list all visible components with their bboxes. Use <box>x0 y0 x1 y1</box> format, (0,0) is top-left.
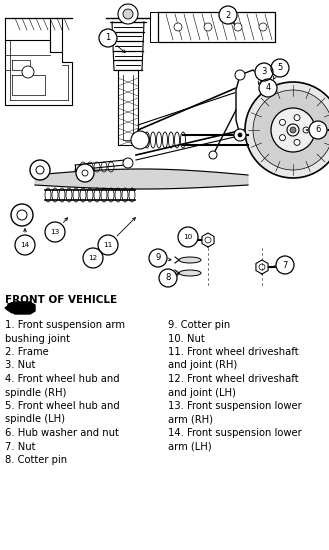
Text: 2: 2 <box>225 10 231 19</box>
Circle shape <box>234 129 246 141</box>
Circle shape <box>245 82 329 178</box>
Circle shape <box>174 23 182 31</box>
Text: arm (LH): arm (LH) <box>168 442 212 452</box>
Text: 14. Front suspension lower: 14. Front suspension lower <box>168 428 302 438</box>
Circle shape <box>303 127 309 133</box>
Circle shape <box>255 63 273 81</box>
Text: 10. Nut: 10. Nut <box>168 333 205 344</box>
Circle shape <box>36 166 44 174</box>
Circle shape <box>14 234 36 256</box>
Circle shape <box>279 119 286 125</box>
Text: 8. Cotter pin: 8. Cotter pin <box>5 455 67 465</box>
Polygon shape <box>202 233 214 247</box>
Polygon shape <box>8 302 35 314</box>
Text: 9. Cotter pin: 9. Cotter pin <box>168 320 230 330</box>
Text: 8: 8 <box>165 273 171 283</box>
Circle shape <box>275 256 294 274</box>
Text: 12. Front wheel driveshaft: 12. Front wheel driveshaft <box>168 374 299 384</box>
Circle shape <box>259 23 267 31</box>
Circle shape <box>290 127 296 133</box>
Circle shape <box>270 58 290 78</box>
Text: and joint (RH): and joint (RH) <box>168 360 237 371</box>
Circle shape <box>234 23 242 31</box>
Polygon shape <box>5 303 12 313</box>
Text: 13. Front suspension lower: 13. Front suspension lower <box>168 401 302 411</box>
Circle shape <box>118 4 138 24</box>
Text: 3: 3 <box>261 68 267 76</box>
Text: 4: 4 <box>266 84 271 92</box>
Text: FRONT OF VEHICLE: FRONT OF VEHICLE <box>5 295 117 305</box>
Polygon shape <box>35 169 248 189</box>
Text: 7: 7 <box>282 261 288 270</box>
Circle shape <box>76 164 94 182</box>
Text: 9: 9 <box>155 254 161 262</box>
Ellipse shape <box>179 270 201 276</box>
Circle shape <box>253 90 329 170</box>
Circle shape <box>17 210 27 220</box>
Circle shape <box>294 114 300 120</box>
Text: 7. Nut: 7. Nut <box>5 442 36 452</box>
Circle shape <box>83 248 104 268</box>
Circle shape <box>159 268 178 288</box>
Text: 6: 6 <box>315 125 321 135</box>
Circle shape <box>22 66 34 78</box>
Circle shape <box>294 139 300 145</box>
Circle shape <box>97 234 118 256</box>
Circle shape <box>259 79 277 97</box>
Ellipse shape <box>179 257 201 263</box>
Text: spindle (RH): spindle (RH) <box>5 388 66 398</box>
Circle shape <box>287 124 299 136</box>
Text: 1. Front suspension arm: 1. Front suspension arm <box>5 320 125 330</box>
Text: 13: 13 <box>50 229 60 235</box>
Text: 6. Hub washer and nut: 6. Hub washer and nut <box>5 428 119 438</box>
Circle shape <box>98 29 117 47</box>
Circle shape <box>178 227 198 248</box>
Text: spindle (LH): spindle (LH) <box>5 415 65 425</box>
Circle shape <box>148 249 167 267</box>
Text: 5: 5 <box>277 63 283 73</box>
Text: 3. Nut: 3. Nut <box>5 360 36 371</box>
Text: 5. Front wheel hub and: 5. Front wheel hub and <box>5 401 120 411</box>
Text: 11: 11 <box>103 242 113 248</box>
Circle shape <box>235 70 245 80</box>
Circle shape <box>209 151 217 159</box>
Text: and joint (LH): and joint (LH) <box>168 388 236 398</box>
Circle shape <box>218 6 238 25</box>
Polygon shape <box>236 70 263 140</box>
Circle shape <box>131 131 149 149</box>
Text: 14: 14 <box>20 242 30 248</box>
Text: 10: 10 <box>183 234 192 240</box>
Circle shape <box>123 158 133 168</box>
Circle shape <box>204 23 212 31</box>
Circle shape <box>309 120 327 140</box>
Text: 4. Front wheel hub and: 4. Front wheel hub and <box>5 374 120 384</box>
Circle shape <box>44 222 65 243</box>
Circle shape <box>82 170 88 176</box>
Text: 12: 12 <box>89 255 98 261</box>
Circle shape <box>123 9 133 19</box>
Circle shape <box>279 135 286 141</box>
Circle shape <box>30 160 50 180</box>
Circle shape <box>238 133 242 137</box>
Text: 11. Front wheel driveshaft: 11. Front wheel driveshaft <box>168 347 299 357</box>
Circle shape <box>11 204 33 226</box>
Text: arm (RH): arm (RH) <box>168 415 213 425</box>
Circle shape <box>271 108 315 152</box>
Text: 1: 1 <box>105 34 111 42</box>
Text: bushing joint: bushing joint <box>5 333 70 344</box>
Text: 2. Frame: 2. Frame <box>5 347 49 357</box>
Polygon shape <box>256 260 268 274</box>
